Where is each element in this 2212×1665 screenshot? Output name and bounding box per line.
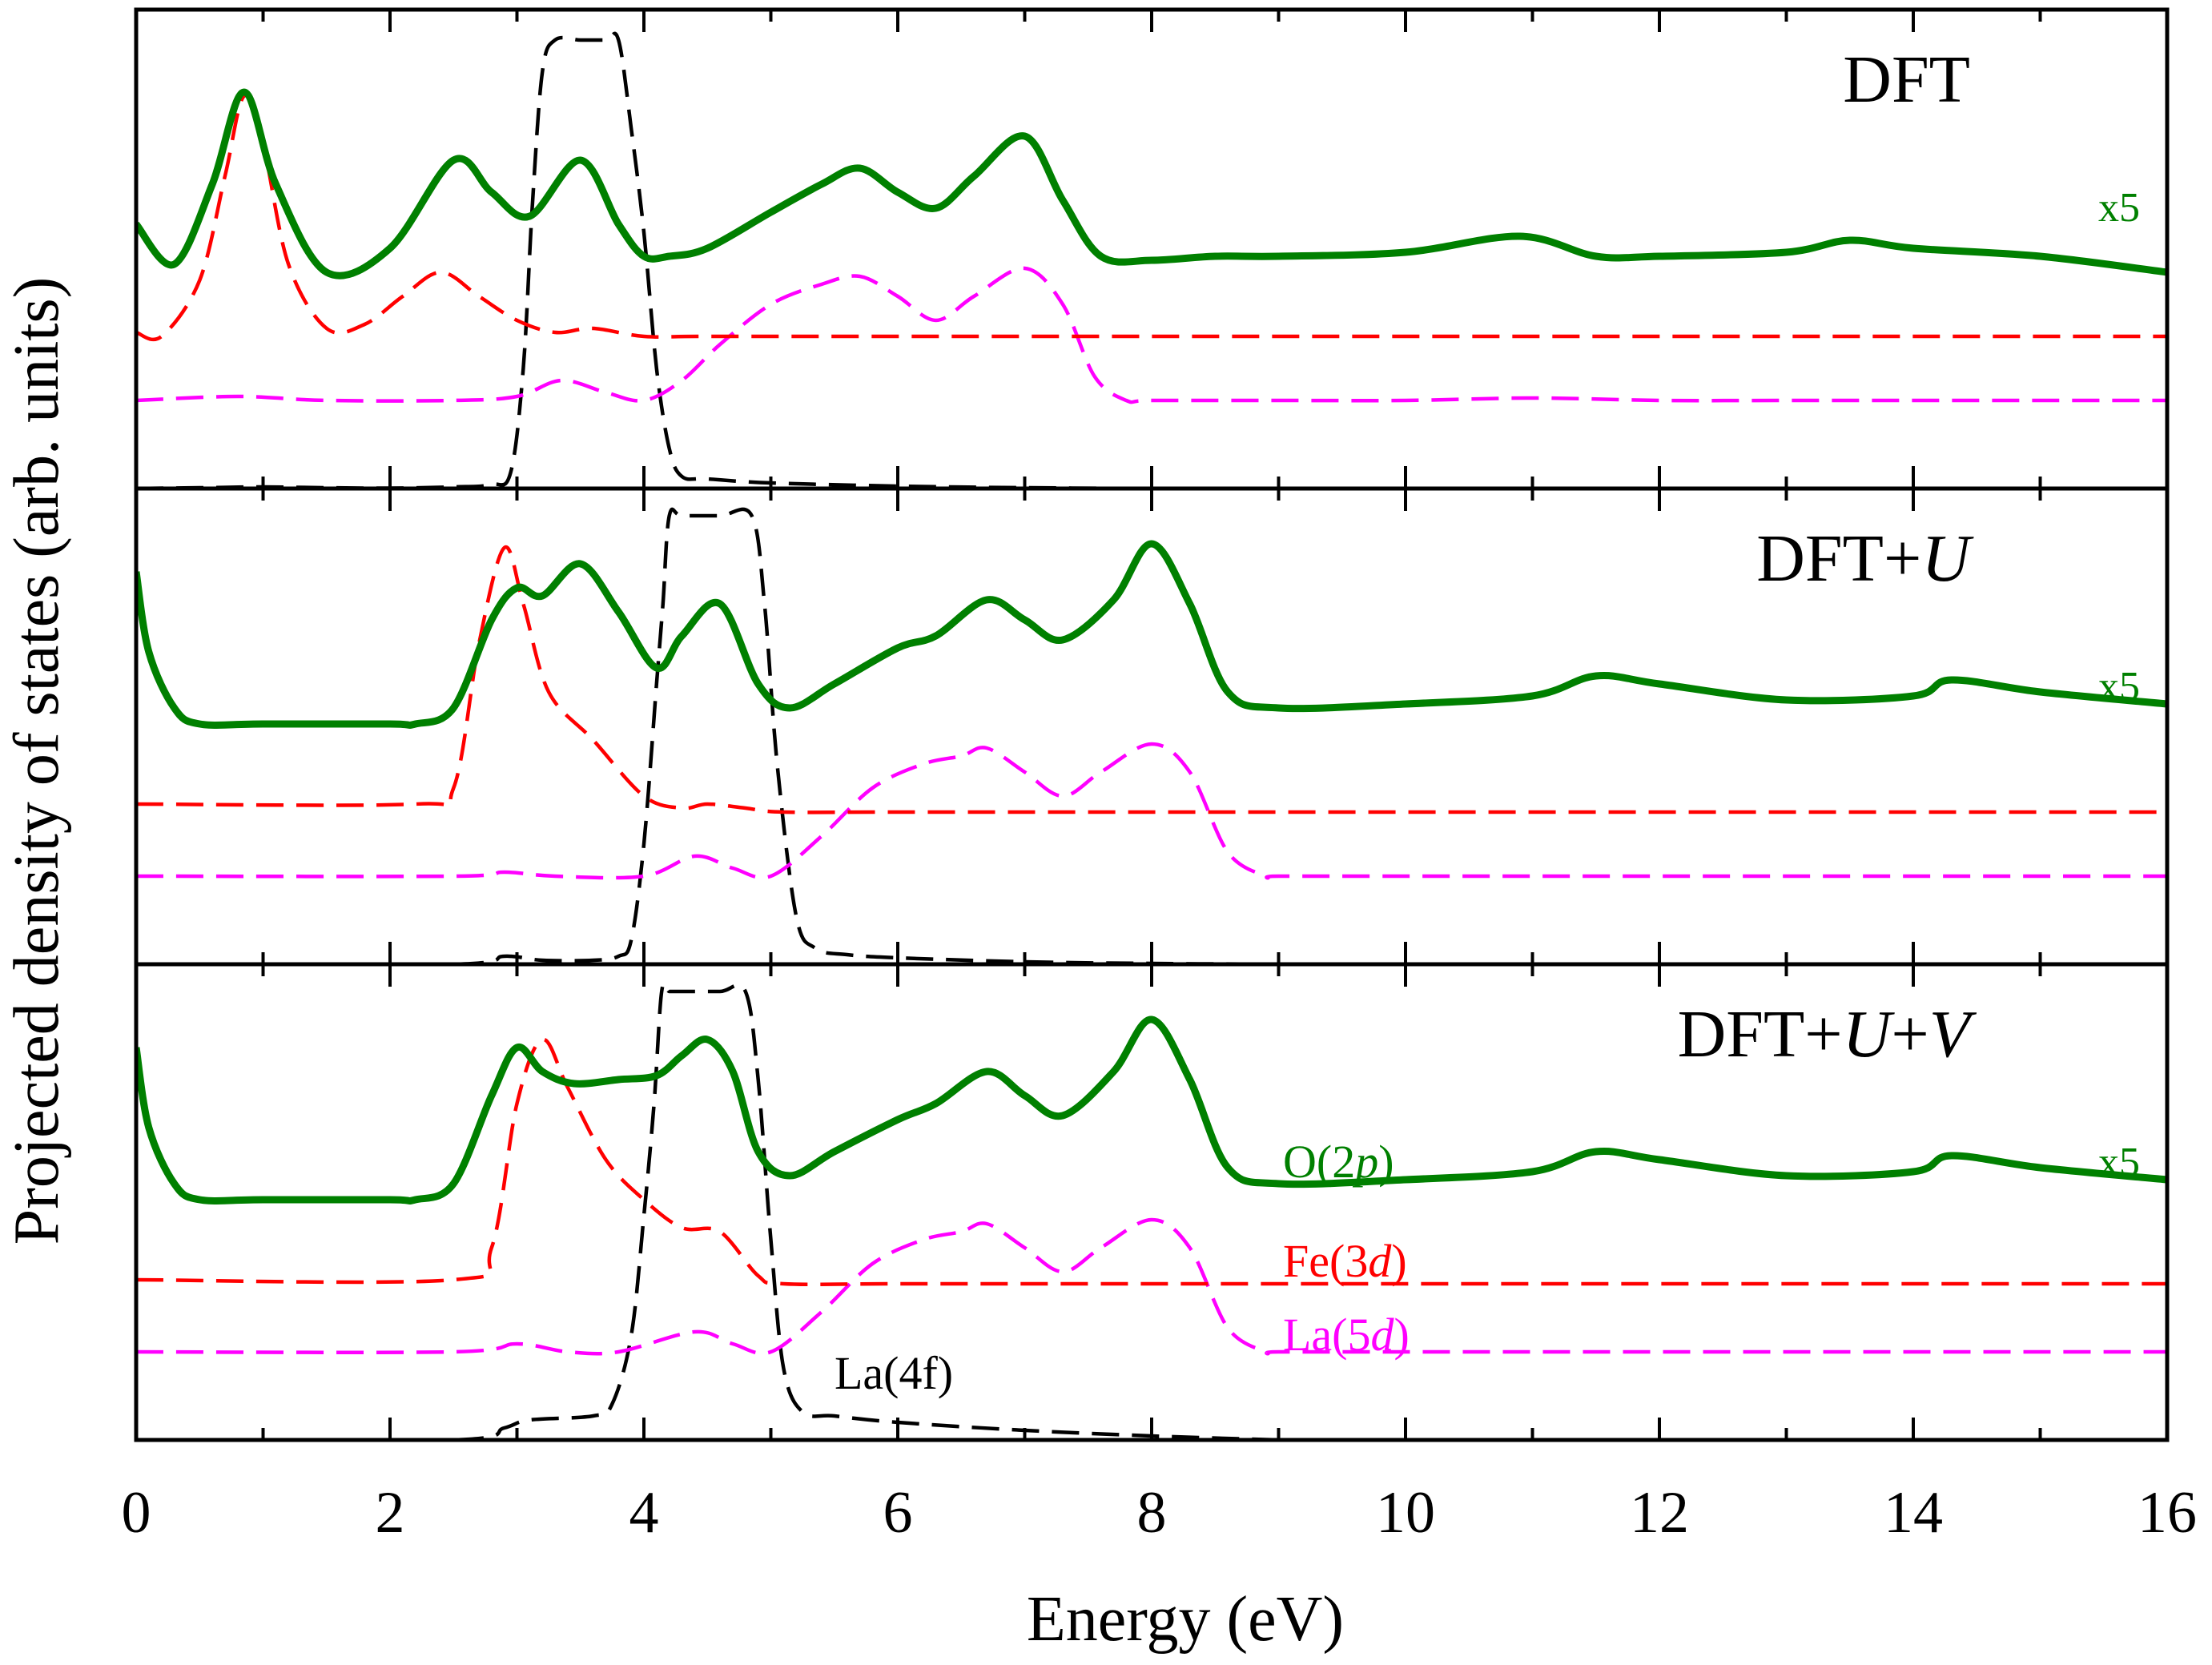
- series-fe3d-line: [136, 93, 2167, 342]
- x-tick-label: 0: [122, 1480, 151, 1546]
- panel-title-part: DFT: [1843, 42, 1970, 117]
- panel-1: DFT x5: [136, 31, 2167, 489]
- panel-title-part: DFT+: [1756, 521, 1921, 596]
- panel-title-part: +: [1891, 997, 1928, 1072]
- panel-title: DFT: [1843, 42, 1970, 117]
- panel-2: DFT+Ux5: [136, 507, 2167, 964]
- scale-label: x5: [2098, 664, 2140, 710]
- y-axis-title: Projected density of states (arb. units): [2, 277, 72, 1245]
- series-la5d-line: [136, 266, 2167, 404]
- x-tick-label: 6: [883, 1480, 913, 1546]
- panel-title-part: U: [1921, 521, 1974, 596]
- series-o2p-line: [136, 88, 2167, 280]
- legend-item: Fe(3d): [1283, 1235, 1407, 1287]
- series-o2p-line: [136, 1015, 2167, 1205]
- scale-label: x5: [2098, 185, 2140, 231]
- panel-title: DFT+U: [1756, 521, 1974, 596]
- panel-title-part: V: [1929, 997, 1977, 1072]
- series-o2p-line: [136, 540, 2167, 729]
- legend-item: La(5d): [1283, 1309, 1410, 1361]
- legend-label-suffix: ): [1394, 1309, 1410, 1361]
- x-tick-label: 2: [376, 1480, 405, 1546]
- legend-label: O(2: [1283, 1136, 1355, 1188]
- series-fe3d-line: [136, 545, 2167, 814]
- panel-3: DFT+U+Vx5: [136, 981, 2167, 1440]
- panel-title: DFT+U+V: [1678, 997, 1977, 1072]
- x-tick-label: 8: [1137, 1480, 1167, 1546]
- plot-frame: [134, 7, 2170, 1442]
- x-tick-label: 16: [2138, 1480, 2197, 1546]
- series-la5d-line: [136, 1217, 2167, 1356]
- series-la4f-line: [136, 981, 1279, 1440]
- panel-title-part: DFT+: [1678, 997, 1843, 1072]
- x-tick-label: 4: [629, 1480, 659, 1546]
- legend-label: Fe(3: [1283, 1235, 1368, 1287]
- legend-label-italic: p: [1352, 1136, 1378, 1188]
- x-tick-label: 12: [1630, 1480, 1689, 1546]
- legend-label-suffix: ): [1378, 1136, 1394, 1188]
- scale-label: x5: [2098, 1140, 2140, 1185]
- series-la4f-line: [136, 507, 1279, 964]
- x-axis-title: Energy (eV): [1027, 1584, 1344, 1655]
- series-la5d-line: [136, 742, 2167, 880]
- panel-title-part: U: [1843, 997, 1896, 1072]
- legend-item: La(4f): [835, 1347, 953, 1399]
- plot-border: [134, 7, 2170, 1442]
- x-axis: 0 2 4 6 8 10 12 14 16: [122, 10, 2197, 1546]
- legend-label-italic: d: [1371, 1309, 1395, 1361]
- legend-label-suffix: ): [1391, 1235, 1406, 1287]
- legend: O(2p)Fe(3d)La(5d)La(4f): [835, 1136, 1410, 1399]
- x-tick-label: 14: [1884, 1480, 1943, 1546]
- legend-label-italic: d: [1368, 1235, 1392, 1287]
- legend-item: O(2p): [1283, 1136, 1394, 1188]
- x-tick-label: 10: [1376, 1480, 1435, 1546]
- legend-label: La(4f): [835, 1347, 953, 1399]
- legend-label: La(5: [1283, 1309, 1371, 1361]
- series-fe3d-line: [136, 1037, 2167, 1287]
